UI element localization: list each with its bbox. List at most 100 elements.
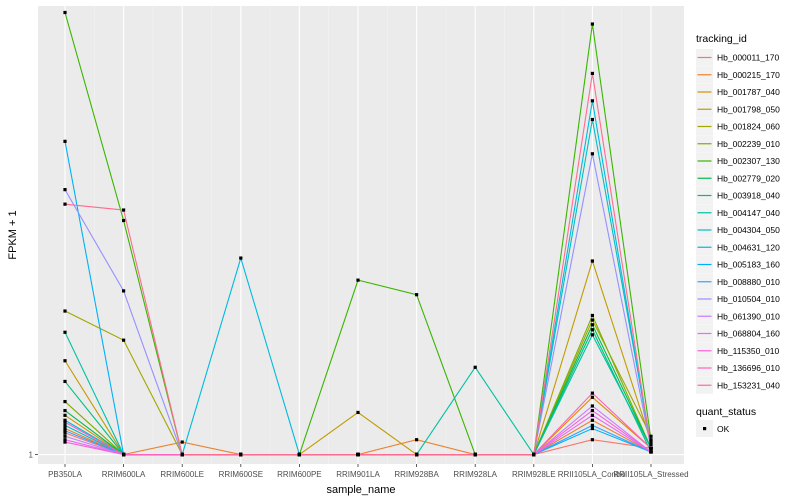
legend-label: Hb_004631_120 — [717, 242, 780, 252]
x-tick-label: RRIM600LE — [160, 470, 204, 479]
legend-label: Hb_010504_010 — [717, 294, 780, 304]
data-point — [649, 438, 653, 442]
legend-label: Hb_136696_010 — [717, 363, 780, 373]
x-tick-label: RRIM600PE — [277, 470, 321, 479]
data-point — [649, 446, 653, 450]
grid-lines — [38, 6, 684, 464]
data-point — [63, 423, 67, 427]
legend-label: Hb_001787_040 — [717, 87, 780, 97]
data-point — [63, 426, 67, 431]
data-point — [63, 418, 67, 422]
data-point — [63, 139, 67, 143]
legend-item: Hb_002779_020 — [696, 169, 780, 187]
legend-label: Hb_001798_050 — [717, 104, 780, 114]
legend-item: Hb_153231_040 — [696, 376, 780, 394]
data-point — [590, 313, 594, 318]
legend-label: Hb_002239_010 — [717, 139, 780, 149]
legend-item: Hb_002307_130 — [696, 152, 780, 170]
legend-label: Hb_000215_170 — [717, 70, 780, 80]
data-point — [590, 328, 594, 332]
legend-label: Hb_000011_170 — [717, 53, 780, 63]
data-point — [590, 99, 594, 103]
legend-item: Hb_004631_120 — [696, 238, 780, 256]
data-point — [63, 413, 67, 417]
data-point — [63, 399, 67, 404]
data-point — [63, 434, 67, 438]
legend-label: Hb_153231_040 — [717, 380, 780, 390]
data-point — [590, 413, 594, 417]
legend-item: Hb_002239_010 — [696, 135, 780, 153]
data-point — [590, 438, 594, 442]
legend-label: Hb_002779_020 — [717, 173, 780, 183]
data-point — [122, 218, 126, 223]
data-point — [63, 438, 67, 442]
data-point — [649, 440, 653, 444]
data-point — [590, 423, 594, 427]
data-point — [415, 438, 419, 442]
plot-background — [38, 6, 684, 464]
legend-item: Hb_001787_040 — [696, 83, 780, 101]
data-point — [180, 440, 184, 444]
data-point — [590, 404, 594, 408]
legend-item: Hb_061390_010 — [696, 307, 780, 325]
legend-label: Hb_061390_010 — [717, 311, 780, 321]
legend-shape-marker — [703, 427, 707, 431]
data-point — [122, 338, 126, 342]
x-tick-label: RRIM901LA — [336, 470, 380, 479]
legend-label: Hb_003918_040 — [717, 191, 780, 201]
data-point — [63, 309, 67, 313]
data-point — [63, 431, 67, 435]
data-points — [63, 10, 653, 457]
data-point — [649, 442, 653, 447]
data-point — [473, 365, 477, 369]
data-point — [590, 323, 594, 327]
x-tick-label: RRIM600LA — [102, 470, 146, 479]
data-point — [590, 395, 594, 399]
data-point — [356, 410, 360, 415]
legend-item: Hb_068804_160 — [696, 325, 780, 342]
data-point — [590, 333, 594, 337]
legend-shape-title: quant_status — [696, 406, 756, 418]
legend-item: Hb_136696_010 — [696, 359, 780, 377]
legend-label: Hb_004147_040 — [717, 208, 780, 218]
data-point — [590, 408, 594, 413]
data-point — [239, 452, 243, 457]
x-tick-label: RRIM600SE — [219, 470, 263, 479]
data-point — [63, 202, 67, 206]
legend-label: Hb_115350_010 — [717, 346, 780, 356]
data-point — [473, 452, 477, 457]
legend-label: Hb_005183_160 — [717, 260, 780, 270]
data-point — [122, 289, 126, 293]
x-tick-label: RRII105LA_Stressed — [613, 470, 688, 479]
x-tick-label: RRIM928LA — [453, 470, 497, 479]
legend-label: Hb_004304_050 — [717, 225, 780, 235]
data-point — [415, 452, 419, 457]
legend-label: Hb_002307_130 — [717, 156, 780, 166]
data-point — [590, 152, 594, 156]
legend-item: Hb_000215_170 — [696, 66, 780, 84]
data-point — [122, 452, 126, 457]
legend-label: Hb_001824_060 — [717, 122, 780, 132]
legend-label: Hb_068804_160 — [717, 329, 780, 339]
legend-item: Hb_010504_010 — [696, 290, 780, 308]
data-point — [63, 188, 67, 192]
legend-item: Hb_115350_010 — [696, 342, 780, 360]
x-tick-label: RRIM928LE — [512, 470, 556, 479]
data-point — [297, 452, 301, 457]
data-point — [180, 452, 184, 457]
legend-label: Hb_008880_010 — [717, 277, 780, 287]
legend-item: Hb_008880_010 — [696, 273, 780, 291]
y-axis-title: FPKM + 1 — [7, 210, 19, 259]
data-point — [649, 434, 653, 438]
data-point — [356, 452, 360, 457]
data-point — [63, 379, 67, 384]
data-point — [590, 426, 594, 431]
x-tick-label: PB350LA — [48, 470, 82, 479]
data-point — [590, 117, 594, 122]
data-point — [590, 259, 594, 263]
data-point — [63, 440, 67, 444]
data-point — [590, 22, 594, 26]
legend-item: Hb_000011_170 — [696, 49, 780, 66]
data-point — [590, 418, 594, 422]
